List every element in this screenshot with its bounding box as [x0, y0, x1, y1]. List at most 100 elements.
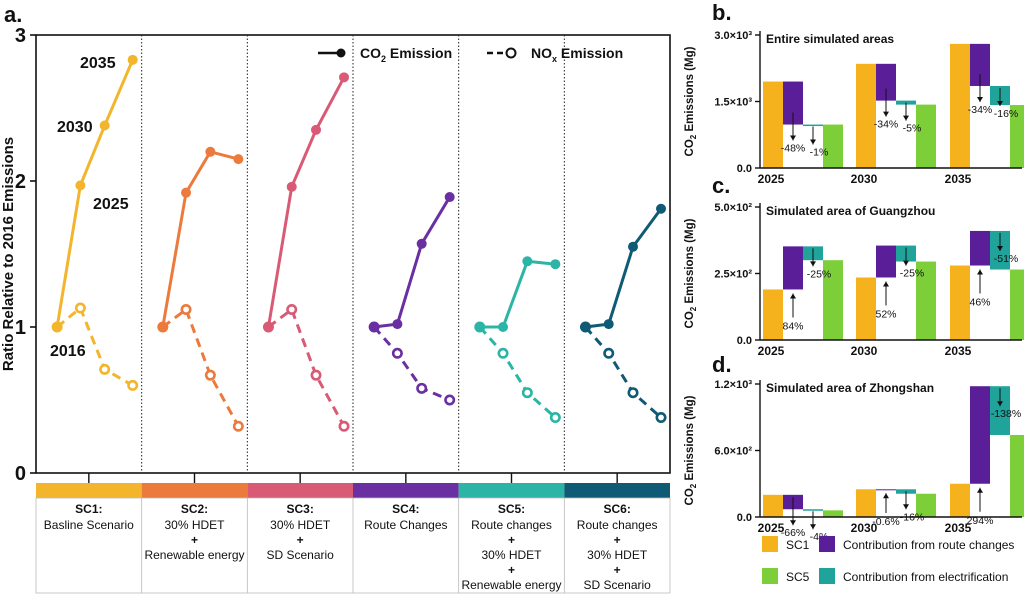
- bar-sc1: [950, 43, 970, 168]
- nox-series-line: [161, 307, 240, 428]
- scenario-description-line: 30% HDET: [270, 518, 331, 532]
- y-tick-label: 0.0: [737, 163, 752, 175]
- nox-series-line: [373, 326, 451, 402]
- scenario-color-bar-sc1: [36, 483, 142, 498]
- bar-sc1: [763, 494, 783, 517]
- co2-point: [628, 241, 639, 252]
- panel-b-label: b.: [712, 0, 732, 25]
- panel-bcd-legend: SC1 Contribution from route changes SC5 Con…: [762, 536, 1014, 584]
- scenario-sc1: [51, 54, 139, 391]
- nox-point: [180, 303, 192, 315]
- scenario-description-line: +: [614, 533, 621, 547]
- chart-title: Simulated area of Guangzhou: [766, 204, 935, 218]
- elec-arrowhead: [997, 245, 1003, 251]
- legend-label: Contribution from electrification: [843, 570, 1008, 584]
- panel-d-label: d.: [712, 352, 732, 377]
- route-arrowhead: [883, 281, 889, 287]
- bar-sc1: [856, 489, 876, 517]
- co2-point: [392, 319, 403, 330]
- scenario-dividers: [141, 35, 565, 473]
- y-axis-label-part: Emissions (Mg): [684, 218, 696, 306]
- legend-label: SC5: [786, 570, 810, 584]
- scenario-color-bar-sc4: [353, 483, 459, 498]
- bar-sc1: [950, 483, 970, 517]
- nox-point: [99, 363, 111, 375]
- route-change-pct: 46%: [969, 297, 990, 309]
- route-arrowhead: [977, 269, 983, 275]
- year-label-2025: 2025: [93, 196, 129, 213]
- co2-point: [603, 319, 614, 330]
- nox-series-line: [56, 305, 134, 387]
- bar-route-change: [783, 246, 803, 290]
- y-tick-label: 1.5×10³: [714, 97, 752, 109]
- bar-sc5: [1010, 269, 1024, 340]
- legend-nox-marker: [505, 47, 517, 59]
- elec-change-pct: -25%: [900, 268, 925, 280]
- scenario-sc6: [579, 203, 667, 424]
- legend-label: SC1: [786, 538, 810, 552]
- legend-swatch: [762, 536, 778, 552]
- route-arrowhead: [977, 487, 983, 493]
- y-axis-label-sub: 2: [689, 306, 698, 311]
- route-change-pct: -66%: [781, 527, 806, 539]
- elec-arrowhead: [903, 115, 909, 121]
- scenario-description-line: SD Scenario: [583, 578, 651, 592]
- y-axis-label-sub: 2: [689, 134, 698, 139]
- y-tick-label: 6.0×10²: [714, 446, 752, 458]
- legend-co2-marker: [336, 48, 346, 58]
- bar-route-change: [783, 81, 803, 125]
- scenario-description-line: +: [297, 533, 304, 547]
- scenario-code: SC4:: [392, 502, 419, 516]
- scenario-table-border: [35, 497, 671, 594]
- scenario-color-bar-sc3: [247, 483, 353, 498]
- co2-point: [205, 146, 216, 157]
- bar-sc5: [916, 261, 936, 340]
- panel-a-label: a.: [4, 2, 22, 27]
- elec-change-pct: -5%: [903, 123, 922, 135]
- scenario-sc4: [368, 192, 456, 406]
- route-change-pct: -0.6%: [872, 516, 899, 528]
- nox-point: [127, 379, 139, 391]
- legend-label: Contribution from route changes: [843, 538, 1014, 552]
- elec-change-pct: -25%: [807, 268, 832, 280]
- panel-c-chart: 0.0 2.5×10² 5.0×10² Simulated area of Guang…: [684, 202, 1024, 358]
- bar-route-change: [970, 386, 990, 484]
- co2-series-line: [55, 59, 135, 328]
- nox-point: [444, 394, 456, 406]
- y-axis-label-part: CO: [684, 139, 696, 156]
- route-change-pct: 294%: [967, 515, 994, 527]
- y-axis-label: CO2 Emissions (Mg): [684, 395, 698, 505]
- bar-sc1: [950, 265, 970, 340]
- elec-arrowhead: [903, 504, 909, 510]
- nox-point: [627, 387, 639, 399]
- scenario-lines: [51, 54, 667, 432]
- co2-point: [580, 322, 591, 332]
- x-category-label: 2025: [758, 521, 785, 535]
- x-category-label: 2030: [851, 172, 878, 186]
- route-change-pct: 52%: [875, 308, 896, 320]
- nox-point: [338, 420, 350, 432]
- scenario-description-line: +: [508, 563, 515, 577]
- co2-series-line: [585, 207, 663, 329]
- co2-point: [286, 181, 297, 192]
- co2-series-line: [161, 150, 239, 328]
- panel-b-chart: 0.0 1.5×10³ 3.0×10³ Entire simulated areas C…: [684, 30, 1024, 186]
- scenario-sc2: [157, 146, 244, 432]
- elec-change-pct: -1%: [810, 147, 829, 159]
- bar-electrification: [803, 509, 823, 511]
- scenario-description-line: Route Changes: [364, 518, 447, 532]
- co2-point: [311, 124, 322, 135]
- scenario-code: SC1:: [75, 502, 102, 516]
- route-change-pct: -48%: [781, 143, 806, 155]
- bar-route-change: [970, 43, 990, 86]
- bar-sc5: [916, 104, 936, 168]
- scenario-description-line: Route changes: [577, 518, 658, 532]
- bar-sc5: [823, 510, 843, 517]
- nox-point: [232, 420, 244, 432]
- y-tick-label: 2: [15, 171, 26, 193]
- y-axis-label-sub: 2: [689, 483, 698, 488]
- y-tick-label: 0: [15, 463, 26, 485]
- co2-series-line: [373, 196, 451, 329]
